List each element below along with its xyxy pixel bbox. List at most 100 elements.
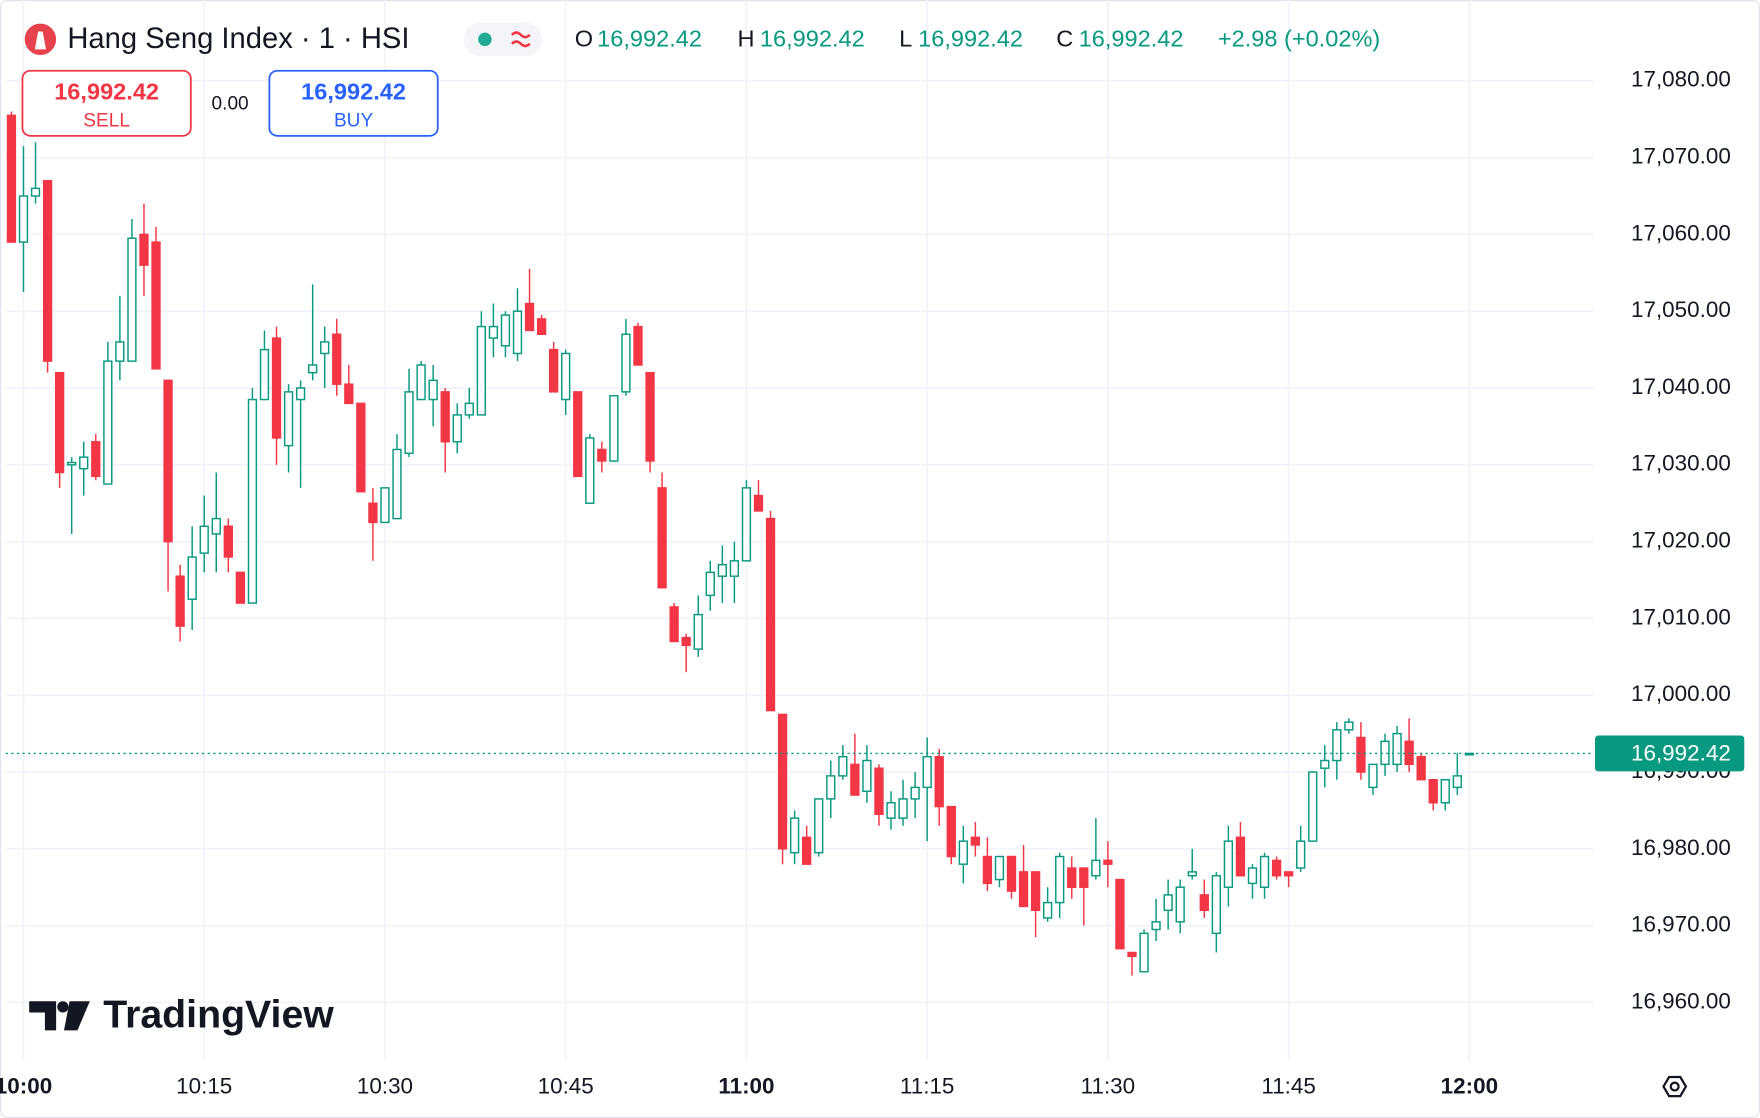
candle-body — [259, 348, 270, 401]
candle-body — [452, 414, 462, 443]
candle-body — [283, 391, 294, 447]
candle-body — [681, 636, 691, 647]
sell-price: 16,992.42 — [54, 78, 159, 104]
candle-body — [838, 755, 848, 777]
candle-body — [862, 759, 872, 792]
candle-body — [235, 571, 246, 604]
y-tick-label: 17,050.00 — [1631, 297, 1731, 322]
candle-body — [54, 371, 65, 474]
candle-body — [1356, 736, 1366, 773]
candle-body — [1067, 867, 1077, 888]
x-tick-label: 10:15 — [176, 1074, 232, 1099]
sell-label: SELL — [83, 110, 130, 131]
candle-body — [1211, 874, 1221, 935]
candle-body — [1103, 859, 1113, 865]
candle-body — [332, 333, 342, 385]
candle-body — [464, 402, 474, 416]
candle-body — [1308, 771, 1318, 842]
candle-body — [67, 461, 77, 466]
candle-body — [922, 755, 932, 789]
candle-body — [946, 805, 956, 858]
candle-body — [1332, 729, 1342, 762]
candle-body — [910, 786, 920, 800]
symbol-title[interactable]: Hang Seng Index · 1 · HSI — [67, 23, 409, 55]
status-pill[interactable] — [463, 22, 543, 57]
settings-icon[interactable] — [1662, 1075, 1688, 1098]
candle-body — [633, 325, 643, 366]
candle-body — [488, 325, 499, 339]
candle-body — [621, 333, 631, 393]
sell-button[interactable] — [21, 69, 192, 137]
x-tick-label: 11:45 — [1261, 1074, 1315, 1099]
y-tick-label: 17,060.00 — [1631, 220, 1731, 245]
candle-body — [1428, 778, 1438, 804]
candle-body — [609, 394, 619, 462]
candle-body — [368, 502, 378, 524]
ohlc-value: 16,992.42 — [1079, 26, 1184, 52]
candle-body — [30, 187, 41, 197]
candle-body — [223, 525, 233, 558]
last-price-box — [1595, 735, 1745, 772]
ohlc-value: 16,992.42 — [918, 26, 1023, 52]
candle-body — [874, 767, 884, 816]
candle-body — [1259, 855, 1270, 888]
candle-body — [765, 517, 776, 712]
candle-body — [1006, 855, 1017, 892]
candle-body — [1030, 871, 1041, 912]
ohlc-label: L — [899, 26, 912, 52]
candle-body — [1271, 859, 1282, 877]
market-open-dot — [478, 32, 492, 47]
candle-body — [1416, 755, 1426, 781]
candle-body — [42, 179, 53, 362]
candle-body — [1115, 878, 1125, 950]
candle-body — [826, 775, 836, 800]
candle-body — [6, 114, 17, 243]
buy-price: 16,992.42 — [301, 78, 406, 104]
candle-body — [1187, 871, 1197, 877]
candle-body — [645, 371, 655, 462]
candle-body — [512, 310, 523, 355]
ohlc-value: 16,992.42 — [760, 26, 865, 52]
x-tick-label: 11:15 — [900, 1074, 954, 1099]
watermark-logo-dot — [57, 1001, 69, 1013]
y-tick-label: 17,070.00 — [1631, 144, 1731, 169]
x-tick-label: 11:00 — [718, 1074, 774, 1099]
y-tick-label: 17,040.00 — [1631, 374, 1731, 399]
candle-body — [187, 556, 197, 600]
change: +2.98 (+0.02%) — [1218, 26, 1380, 52]
candle-body — [1283, 871, 1294, 877]
candle-body — [440, 391, 450, 443]
x-tick-label: 10:00 — [0, 1074, 52, 1099]
spread: 0.00 — [212, 93, 249, 114]
candle-body — [1247, 867, 1258, 885]
candle-body — [1344, 721, 1354, 731]
candle-body — [1296, 840, 1306, 869]
candle-body — [1199, 894, 1209, 912]
candle-body — [199, 525, 209, 554]
candle-body — [1042, 901, 1053, 919]
candle-body — [1163, 894, 1173, 912]
candle-body — [693, 613, 703, 650]
candle-body — [392, 448, 402, 520]
candle-body — [211, 517, 221, 535]
candle-body — [536, 318, 547, 335]
candle-body — [1055, 855, 1065, 904]
candle-body — [416, 364, 426, 401]
buy-label: BUY — [334, 110, 374, 131]
candle-body — [295, 387, 306, 401]
candle-body — [1079, 867, 1089, 888]
candle-body — [247, 398, 258, 604]
buy-button[interactable] — [268, 69, 439, 137]
symbol-logo-mark — [34, 31, 47, 50]
candle-body — [717, 563, 727, 577]
candle-body — [175, 575, 185, 627]
candle-body — [850, 763, 860, 796]
x-tick-label: 11:30 — [1081, 1074, 1135, 1099]
candle-body — [657, 487, 667, 589]
candle-body — [1223, 840, 1234, 888]
candle-body — [934, 755, 944, 808]
candle-body — [428, 379, 438, 401]
ohlc-label: C — [1056, 26, 1073, 52]
candle-body — [320, 341, 330, 355]
